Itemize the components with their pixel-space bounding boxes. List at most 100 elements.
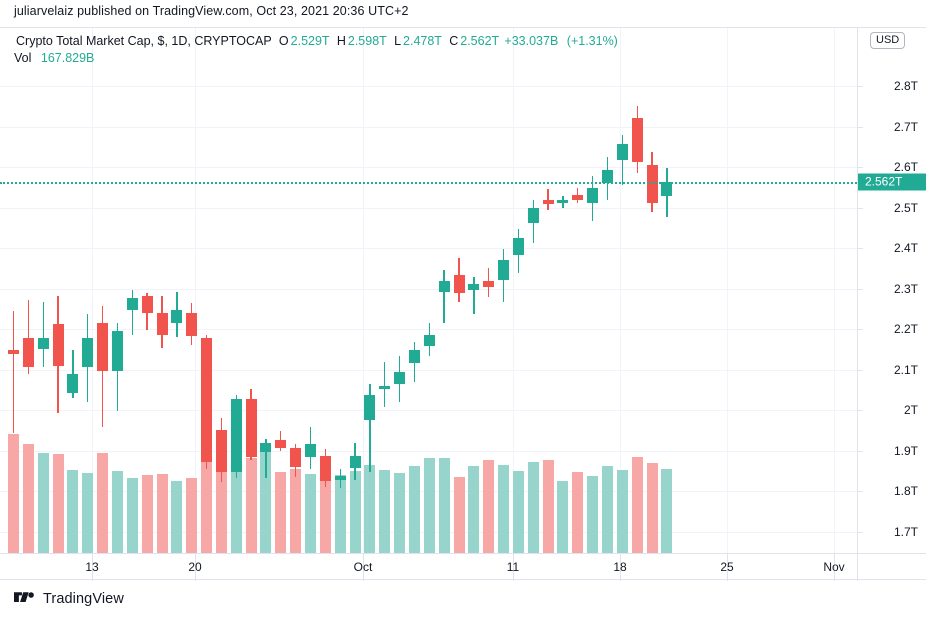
currency-badge[interactable]: USD (870, 32, 906, 49)
volume-bar (215, 441, 227, 553)
candle-body (453, 274, 465, 293)
candle-body (52, 324, 64, 366)
candle-body (587, 188, 599, 203)
legend-low: L 2.478T (394, 34, 442, 48)
candle-body (82, 338, 94, 367)
legend-close: C 2.562T (449, 34, 499, 48)
volume-bar (483, 459, 495, 553)
time-axis-separator (857, 554, 858, 581)
volume-bar (245, 458, 257, 553)
current-price-label: 2.562T (858, 173, 926, 191)
candle-body (111, 331, 123, 371)
volume-bar (97, 452, 109, 553)
volume-bar (52, 454, 64, 553)
candle-body (275, 439, 287, 448)
volume-bar (305, 473, 316, 553)
volume-bar (364, 464, 376, 553)
candle-wick (12, 311, 15, 433)
candle-body (423, 335, 435, 347)
candle-body (527, 208, 539, 224)
candle-body (408, 349, 420, 363)
candle-body (572, 194, 584, 200)
price-tick-mark (858, 450, 863, 452)
time-tick-mark (834, 554, 835, 581)
time-tick-label: 11 (506, 560, 520, 574)
candle-body (349, 455, 361, 468)
candle-body (260, 442, 272, 452)
candle-wick (265, 438, 267, 479)
candle-wick (384, 361, 386, 408)
chart-frame: USD 2.8T 2.7T 2.6T 2.5T 2.4T 2.3T 2.2T 2.1T 2T 1.… (0, 27, 926, 581)
candle-body (557, 199, 569, 203)
chart-legend: Crypto Total Market Cap, $, 1D, CRYPTOCA… (14, 33, 618, 67)
volume-bar (156, 473, 168, 553)
candle-body (245, 399, 257, 457)
candle-body (364, 394, 376, 421)
legend-change-percent: (+1.31%) (566, 34, 618, 48)
price-tick-mark (858, 329, 863, 331)
gridline-horizontal (0, 248, 857, 250)
volume-bar (616, 470, 628, 553)
chart-plot-area[interactable] (0, 28, 857, 553)
price-tick-label: 2.7T (893, 119, 918, 134)
time-tick-mark (620, 554, 621, 581)
candle-body (468, 283, 480, 290)
price-tick-mark (858, 207, 863, 209)
volume-bar (111, 470, 123, 553)
candle-body (171, 309, 183, 324)
volume-bar (602, 465, 613, 553)
volume-bar (8, 434, 19, 553)
legend-symbol[interactable]: Crypto Total Market Cap, $, 1D, CRYPTOCA… (16, 34, 272, 48)
gridline-horizontal (0, 369, 857, 371)
current-price-line (0, 182, 857, 185)
gridline-horizontal (0, 207, 857, 209)
candle-body (602, 170, 613, 184)
candle-body (498, 260, 510, 280)
time-tick-mark (727, 554, 728, 581)
volume-bar (171, 480, 183, 553)
time-tick-label: 20 (188, 560, 202, 574)
price-tick-label: 1.8T (893, 484, 918, 499)
volume-bar (542, 459, 554, 553)
candle-body (186, 313, 198, 337)
volume-bar (468, 465, 480, 553)
candle-body (8, 350, 19, 354)
candle-body (661, 182, 673, 196)
candle-body (319, 455, 331, 482)
volume-bar (275, 472, 287, 553)
price-tick-mark (858, 126, 863, 128)
time-tick-mark (195, 554, 196, 581)
price-tick-label: 2.5T (893, 200, 918, 215)
candle-body (97, 323, 109, 371)
legend-volume-row: Vol 167.829B (14, 50, 618, 67)
volume-bar (423, 457, 435, 553)
volume-bar (260, 451, 272, 553)
time-tick-label: Nov (823, 560, 845, 574)
price-tick-label: 1.9T (893, 443, 918, 458)
legend-change: +33.037B (504, 34, 559, 48)
volume-bar (37, 452, 49, 553)
volume-bar (408, 465, 420, 553)
legend-open-value: 2.529T (290, 34, 330, 48)
candle-wick (621, 134, 624, 186)
volume-bar (453, 477, 465, 553)
legend-volume-label[interactable]: Vol (14, 51, 32, 65)
candle-body (438, 281, 450, 292)
volume-bar (572, 472, 584, 553)
price-tick-mark (858, 491, 863, 493)
volume-bar (394, 473, 406, 553)
time-tick-label: 18 (613, 560, 627, 574)
candle-wick (72, 349, 74, 399)
candle-body (201, 338, 213, 463)
price-tick-label: 2.4T (893, 241, 918, 256)
price-tick-label: 1.7T (893, 525, 918, 539)
price-axis[interactable]: USD 2.8T 2.7T 2.6T 2.5T 2.4T 2.3T 2.2T 2.1T 2T 1.… (857, 28, 926, 553)
price-tick-label: 2T (903, 403, 918, 418)
time-axis[interactable]: 13 20 Oct 11 18 25 Nov (0, 553, 926, 581)
time-tick-label: Oct (353, 560, 373, 574)
volume-bar (319, 472, 331, 553)
volume-bar (22, 443, 34, 553)
legend-high-value: 2.598T (347, 34, 387, 48)
volume-bar (82, 472, 94, 553)
